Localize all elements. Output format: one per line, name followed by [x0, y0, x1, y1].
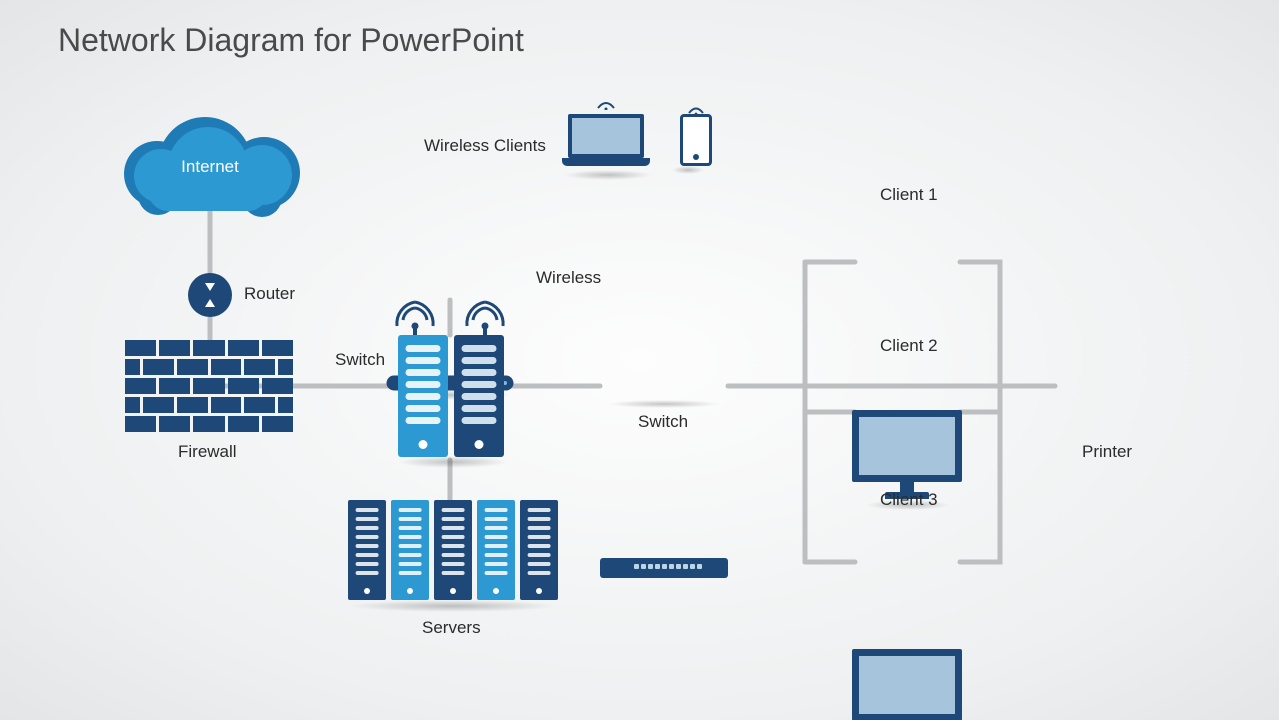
client2-icon: [852, 649, 962, 720]
wireless-clients-label: Wireless Clients: [424, 136, 546, 156]
wireless-label: Wireless: [536, 268, 601, 288]
client3-label: Client 3: [880, 490, 938, 510]
internet-cloud-icon: Internet: [120, 115, 300, 225]
internet-label: Internet: [120, 157, 300, 177]
client2-label: Client 2: [880, 336, 938, 356]
servers-main-icon: [398, 335, 504, 457]
servers-row-icon: [348, 500, 558, 600]
router-label: Router: [244, 284, 295, 304]
client1-label: Client 1: [880, 185, 938, 205]
page-title: Network Diagram for PowerPoint: [58, 22, 524, 59]
printer-label: Printer: [1082, 442, 1132, 462]
router-icon: [188, 273, 232, 317]
client1-icon: [852, 410, 962, 499]
servers-label: Servers: [422, 618, 481, 638]
firewall-icon: [125, 340, 293, 430]
wireless-clients-icon: [562, 110, 712, 166]
firewall-label: Firewall: [178, 442, 237, 462]
switch-label-top: Switch: [335, 350, 385, 370]
switch-label: Switch: [638, 412, 688, 432]
switch-icon: [600, 558, 728, 578]
